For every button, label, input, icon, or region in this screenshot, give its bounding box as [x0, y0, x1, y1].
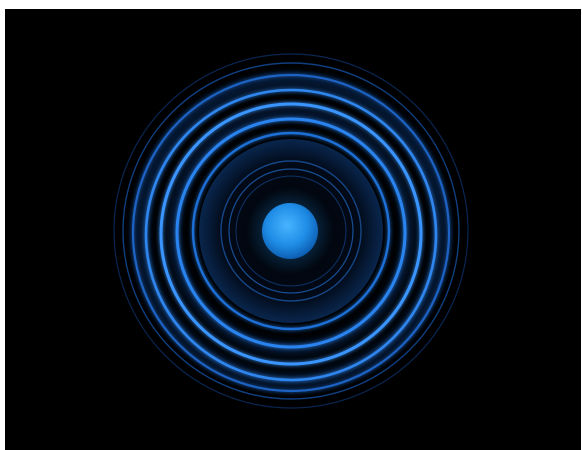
ring-6 [175, 117, 407, 349]
ring-haze-2 [167, 107, 415, 355]
ring-5 [159, 102, 423, 366]
ring-4 [144, 88, 438, 382]
ring-3 [131, 73, 451, 393]
ring-inner-1 [220, 160, 362, 302]
concentric-rings-graphic [113, 53, 469, 409]
ring-inner-3 [235, 175, 347, 287]
ring-group [113, 53, 469, 409]
ring-outer-2 [122, 62, 460, 400]
ring-7 [191, 131, 391, 331]
ring-inner-2 [228, 168, 354, 294]
ring-outer-faint [113, 53, 469, 409]
glowing-core [262, 203, 318, 259]
image-frame [5, 9, 581, 450]
